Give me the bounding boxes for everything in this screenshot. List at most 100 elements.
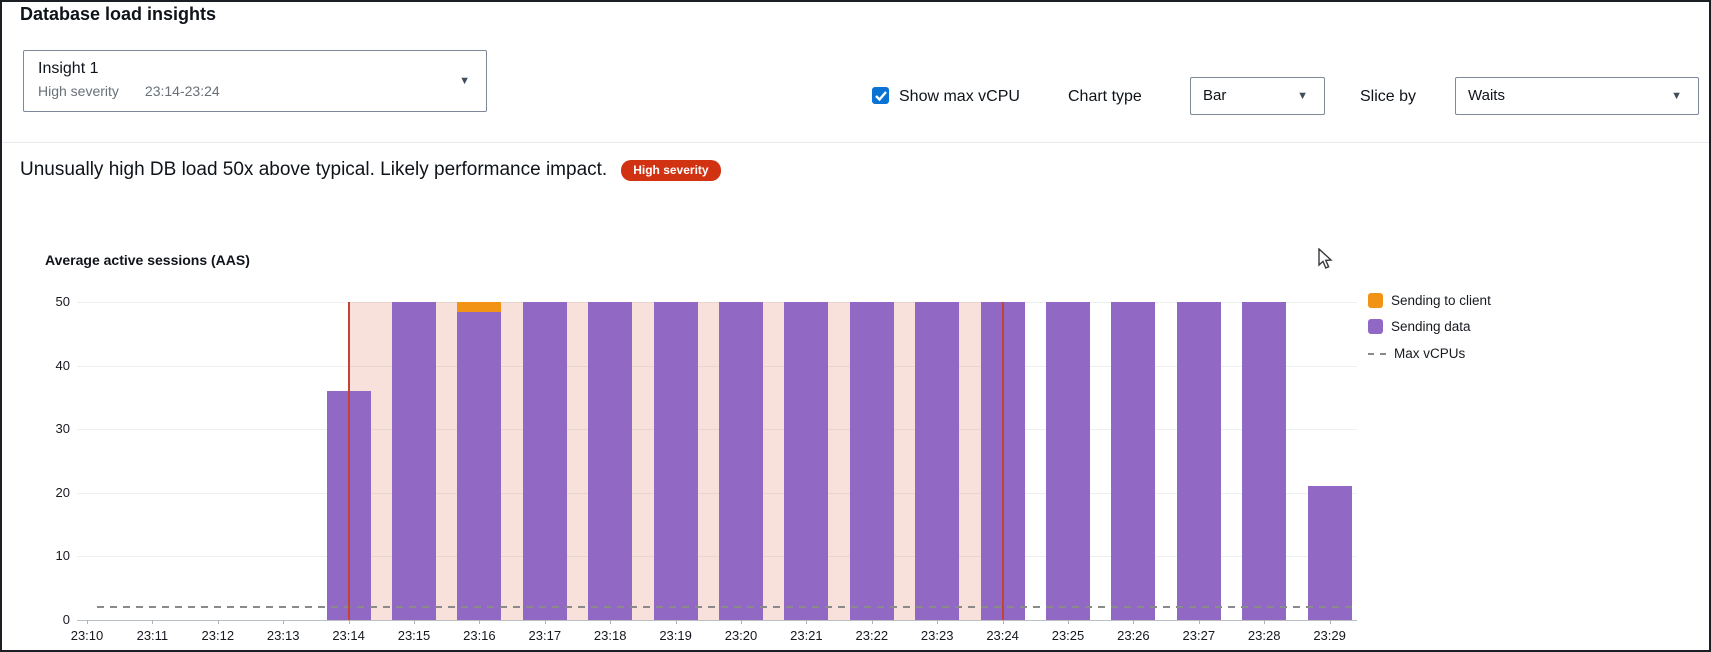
x-tick-label: 23:16 <box>463 628 496 643</box>
mouse-cursor <box>1318 248 1333 269</box>
chevron-down-icon: ▼ <box>1297 90 1308 102</box>
x-tick-mark <box>283 620 285 624</box>
x-tick-label: 23:20 <box>724 628 758 643</box>
x-tick-label: 23:17 <box>528 628 562 643</box>
legend-label: Max vCPUs <box>1394 346 1466 361</box>
insight-name: Insight 1 <box>38 60 99 77</box>
chevron-down-icon: ▼ <box>459 75 470 87</box>
high-severity-badge: High severity <box>621 159 721 181</box>
bar-sending-data-23:27[interactable] <box>1176 302 1221 620</box>
x-tick-label: 23:28 <box>1247 628 1281 643</box>
x-tick-mark <box>871 620 873 624</box>
show-max-vcpu-label: Show max vCPU <box>899 88 1020 105</box>
chevron-down-icon: ▼ <box>1671 90 1682 102</box>
y-tick-label: 10 <box>55 548 70 564</box>
gridline-20 <box>77 492 1357 494</box>
x-tick-mark <box>1133 620 1135 624</box>
legend-label: Sending data <box>1391 319 1471 334</box>
x-tick-label: 23:23 <box>920 628 954 643</box>
x-tick-label: 23:15 <box>397 628 431 643</box>
bar-sending-data-23:25[interactable] <box>1046 302 1090 620</box>
x-tick-label: 23:13 <box>266 628 300 643</box>
legend-item-max-vcpus: Max vCPUs <box>1368 346 1465 361</box>
gridline-40 <box>77 365 1357 367</box>
x-tick-label: 23:11 <box>136 628 169 643</box>
bar-sending-to-client-23:16[interactable] <box>457 302 502 312</box>
x-tick-label: 23:10 <box>70 628 104 643</box>
sending-to-client-swatch <box>1368 293 1383 308</box>
x-tick-mark <box>1068 620 1069 624</box>
slice-by-select[interactable]: Waits ▼ <box>1455 77 1699 115</box>
x-tick-mark <box>217 620 219 624</box>
bar-sending-data-23:15[interactable] <box>392 302 436 620</box>
x-tick-label: 23:21 <box>790 628 823 643</box>
x-tick-label: 23:24 <box>986 628 1019 643</box>
page-title: Database load insights <box>20 4 217 24</box>
slice-by-label: Slice by <box>1360 88 1417 105</box>
check-icon <box>875 91 887 102</box>
bar-sending-data-23:26[interactable] <box>1111 302 1156 620</box>
x-tick-label: 23:22 <box>855 628 889 643</box>
bar-sending-data-23:21[interactable] <box>784 302 829 620</box>
x-tick-label: 23:12 <box>201 628 235 643</box>
x-tick-mark <box>479 620 481 624</box>
x-tick-label: 23:18 <box>593 628 627 643</box>
chart-type-label: Chart type <box>1068 88 1142 105</box>
y-tick-label: 40 <box>55 357 70 373</box>
max-vcpus-line <box>97 606 1352 609</box>
gridline-10 <box>77 556 1357 558</box>
chart-type-value: Bar <box>1203 87 1227 104</box>
x-tick-mark <box>675 620 677 624</box>
x-tick-label: 23:19 <box>659 628 692 643</box>
x-tick-mark <box>414 620 415 624</box>
x-tick-label: 23:25 <box>1051 628 1085 643</box>
x-tick-label: 23:14 <box>332 628 365 643</box>
x-tick-mark <box>937 620 939 624</box>
bar-sending-data-23:17[interactable] <box>522 302 567 620</box>
x-tick-mark <box>1264 620 1266 624</box>
legend-item-sending-to-client: Sending to client <box>1368 293 1491 308</box>
bar-sending-data-23:22[interactable] <box>849 302 894 620</box>
x-tick-label: 23:26 <box>1117 628 1150 643</box>
insight-alert-message: Unusually high DB load 50x above typical… <box>20 159 608 180</box>
dashed-line-icon <box>1368 352 1386 355</box>
x-tick-mark <box>544 620 546 624</box>
bar-sending-data-23:18[interactable] <box>588 302 633 620</box>
legend-item-sending-data: Sending data <box>1368 319 1471 334</box>
insight-severity: High severity <box>38 83 119 99</box>
sending-data-swatch <box>1368 319 1383 334</box>
x-tick-mark <box>152 620 154 624</box>
aas-bar-chart <box>77 302 1357 621</box>
bar-sending-data-23:28[interactable] <box>1242 302 1287 620</box>
slice-by-value: Waits <box>1468 87 1505 104</box>
x-tick-mark <box>610 620 612 624</box>
y-tick-label: 0 <box>62 612 70 627</box>
legend-label: Sending to client <box>1391 293 1491 308</box>
y-tick-label: 50 <box>55 294 70 309</box>
x-tick-label: 23:29 <box>1313 628 1346 643</box>
insight-alert: Unusually high DB load 50x above typical… <box>20 152 721 188</box>
x-tick-mark <box>87 620 88 624</box>
x-tick-mark <box>806 620 808 624</box>
x-tick-mark <box>741 620 742 624</box>
header-divider <box>2 142 1709 143</box>
x-tick-mark <box>1198 620 1200 624</box>
bar-sending-data-23:29[interactable] <box>1307 486 1352 620</box>
gridline-50 <box>77 302 1357 303</box>
x-tick-mark <box>348 620 350 624</box>
show-max-vcpu-checkbox[interactable] <box>872 87 889 104</box>
insight-selector[interactable]: Insight 1 High severity 23:14-23:24 ▼ <box>23 50 487 112</box>
chart-type-select[interactable]: Bar ▼ <box>1190 77 1325 115</box>
insight-period-boundary-line <box>1001 302 1004 620</box>
gridline-30 <box>77 429 1357 431</box>
x-tick-mark <box>1329 620 1331 624</box>
x-tick-mark <box>1002 620 1004 624</box>
bar-sending-data-23:23[interactable] <box>915 302 960 620</box>
chart-title: Average active sessions (AAS) <box>45 252 250 268</box>
insight-subtitle: High severity 23:14-23:24 <box>38 83 220 99</box>
bar-sending-data-23:16[interactable] <box>457 311 502 620</box>
bar-sending-data-23:20[interactable] <box>719 302 763 620</box>
bar-sending-data-23:19[interactable] <box>653 302 698 620</box>
y-tick-label: 30 <box>55 421 70 437</box>
